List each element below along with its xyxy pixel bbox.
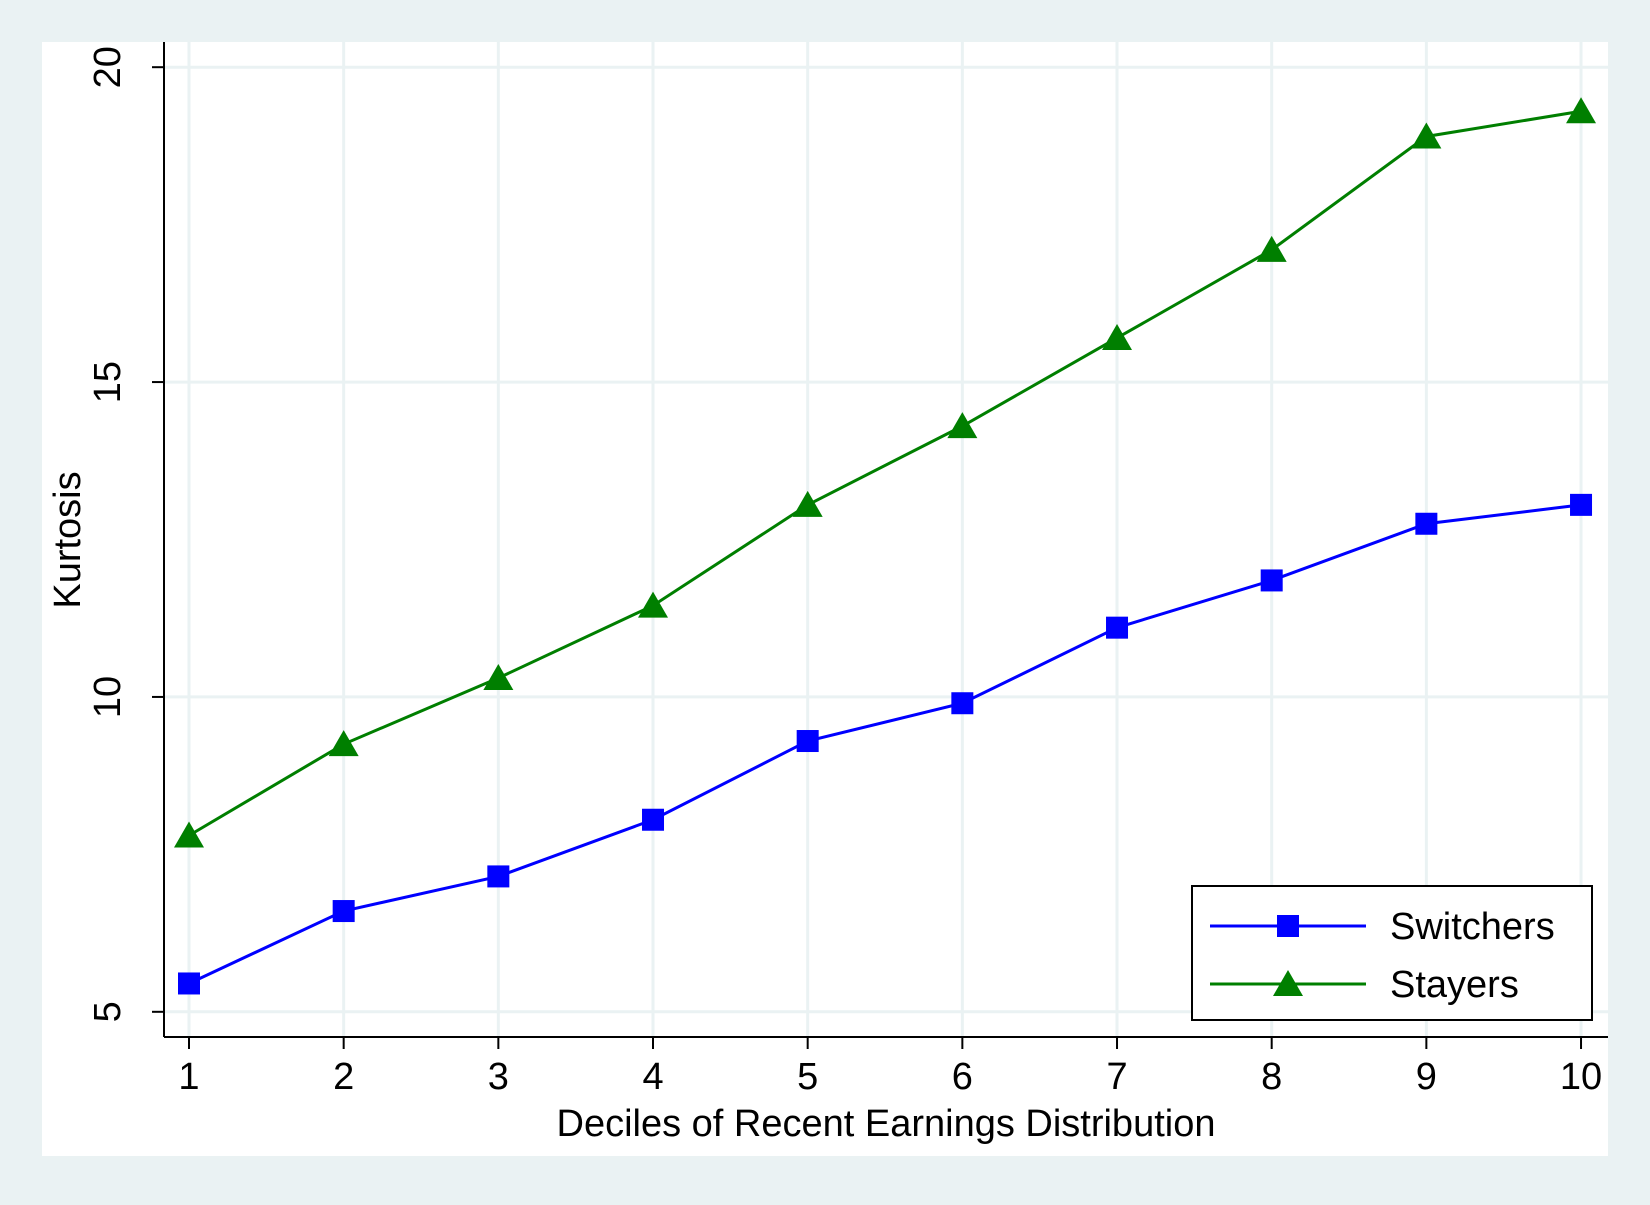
stayers-point: [1102, 323, 1133, 350]
y-tick-label: 10: [87, 676, 129, 718]
switchers-point: [178, 972, 200, 995]
switchers-point: [1570, 493, 1593, 516]
x-tick-label: 10: [1560, 1056, 1602, 1098]
x-tick-label: 9: [1416, 1056, 1437, 1098]
stayers-line: [188, 109, 1582, 837]
legend-item-switchers: Switchers: [1210, 906, 1555, 948]
series-switchers: [178, 493, 1593, 995]
stayers-point: [483, 664, 514, 691]
switchers-point: [951, 692, 974, 715]
switchers-point: [642, 808, 665, 831]
stayers-point: [947, 412, 978, 439]
ticks: 1 2 3 4 5 6 7 8 9 10 5 10 15 20: [87, 46, 1602, 1098]
series: [174, 97, 1597, 995]
switchers-point: [796, 730, 819, 753]
legend-stayers-label: Stayers: [1390, 964, 1519, 1006]
axes: [163, 42, 1608, 1038]
switchers-point: [1260, 569, 1283, 592]
y-axis-title: Kurtosis: [47, 471, 89, 608]
switchers-point: [1106, 616, 1129, 639]
stayers-point: [1566, 97, 1597, 124]
legend-item-stayers: Stayers: [1210, 964, 1519, 1006]
x-tick-label: 5: [797, 1056, 818, 1098]
stayers-point: [1411, 122, 1442, 149]
legend: Switchers Stayers: [1191, 885, 1593, 1021]
x-tick-label: 1: [178, 1056, 199, 1098]
stayers-point: [328, 730, 359, 757]
x-tick-label: 7: [1106, 1056, 1127, 1098]
legend-switchers-marker: [1277, 915, 1299, 937]
stayers-point: [792, 490, 823, 517]
y-tick-label: 20: [87, 46, 129, 88]
legend-box: [1191, 885, 1593, 1021]
x-axis-title: Deciles of Recent Earnings Distribution: [557, 1103, 1216, 1145]
stayers-point: [1256, 235, 1287, 262]
x-tick-label: 2: [333, 1056, 354, 1098]
switchers-point: [332, 900, 355, 923]
x-tick-label: 6: [952, 1056, 973, 1098]
y-tick-label: 15: [87, 361, 129, 403]
stayers-point: [174, 821, 204, 848]
y-tick-label: 5: [87, 1001, 129, 1022]
switchers-point: [1415, 512, 1438, 535]
series-stayers: [174, 97, 1597, 848]
legend-stayers-marker: [1273, 970, 1303, 996]
x-tick-label: 4: [642, 1056, 663, 1098]
stayers-point: [638, 591, 669, 618]
switchers-point: [487, 865, 510, 888]
legend-switchers-label: Switchers: [1390, 906, 1555, 948]
x-tick-label: 8: [1261, 1056, 1282, 1098]
switchers-line: [188, 503, 1582, 985]
x-tick-label: 3: [488, 1056, 509, 1098]
